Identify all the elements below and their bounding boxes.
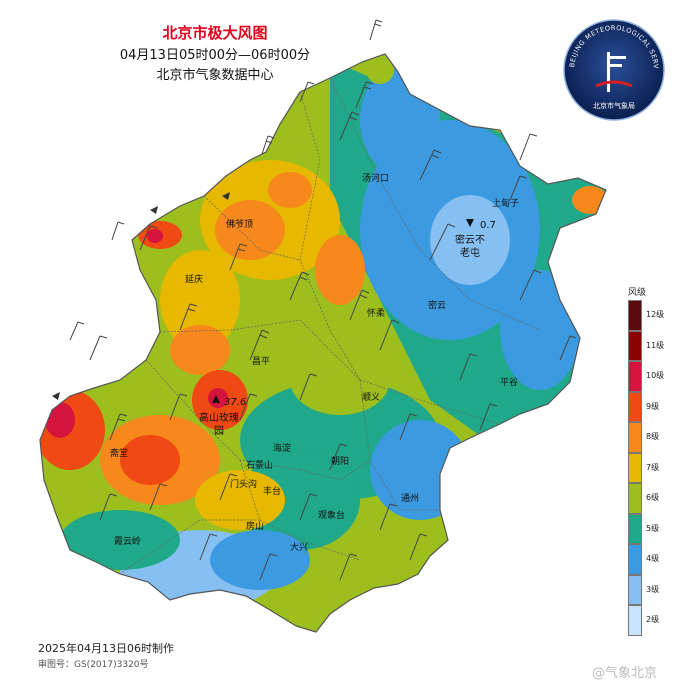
legend-label: 5级 xyxy=(646,523,660,533)
map-title: 北京市极大风图 xyxy=(162,24,268,42)
place-tanghekou: 汤河口 xyxy=(362,174,390,184)
legend-swatch xyxy=(628,361,642,392)
place-tongzhou: 通州 xyxy=(401,494,420,504)
place-changping: 昌平 xyxy=(252,357,271,367)
place-shijingshan: 石景山 xyxy=(246,461,274,471)
legend-swatch xyxy=(628,300,642,331)
legend-swatch xyxy=(628,391,642,422)
place-shangdianzi: 上甸子 xyxy=(492,199,520,209)
logo-emblem xyxy=(595,52,633,92)
legend-label: 11级 xyxy=(646,340,665,350)
place-guanxiangtai: 观象台 xyxy=(318,511,346,521)
wind-barbs xyxy=(69,19,577,581)
legend-swatch xyxy=(628,513,642,544)
time-range: 04月13日05时00分—06时00分 xyxy=(119,48,311,63)
legend-title: 风级 xyxy=(628,288,647,298)
legend-label: 12级 xyxy=(646,310,665,320)
legend-label: 9级 xyxy=(646,401,660,411)
place-shunyi: 顺义 xyxy=(362,393,381,403)
min-station-marker xyxy=(466,219,474,227)
legend-label: 6级 xyxy=(646,493,660,503)
legend-swatch xyxy=(628,574,642,605)
place-zhaitang: 斋堂 xyxy=(110,449,129,459)
bms-logo: BEIJING METEOROLOGICAL SERVICE 北京市气象局 xyxy=(560,16,665,121)
max-station-marker xyxy=(212,395,220,403)
legend-swatch xyxy=(628,422,642,453)
beijing-boundary xyxy=(39,53,607,633)
made-time: 2025年04月13日06时制作 xyxy=(38,642,174,655)
logo-cn-text: 北京市气象局 xyxy=(593,101,635,110)
legend-swatch xyxy=(628,330,642,361)
legend-label: 8级 xyxy=(646,432,660,442)
min-station-value: 0.7 xyxy=(480,220,496,231)
place-chaoyang: 朝阳 xyxy=(331,457,350,467)
min-station-name: 密云不老屯 xyxy=(455,235,485,259)
place-mentougou: 门头沟 xyxy=(230,480,258,490)
legend-swatch xyxy=(628,544,642,575)
legend-label: 10级 xyxy=(646,371,665,381)
legend-label: 7级 xyxy=(646,462,660,472)
place-daxing: 大兴 xyxy=(290,543,309,553)
place-xiayunling: 霞云岭 xyxy=(114,537,142,547)
legend-label: 4级 xyxy=(646,554,660,564)
max-station-value: 37.6 xyxy=(224,397,247,408)
district-boundaries xyxy=(119,77,541,575)
place-fengtai: 丰台 xyxy=(263,487,282,497)
wind-flags xyxy=(52,192,230,400)
legend-swatch xyxy=(628,483,642,514)
legend-swatch xyxy=(628,452,642,483)
legend-swatch xyxy=(628,605,642,636)
legend-label: 3级 xyxy=(646,584,660,594)
watermark: @气象北京 xyxy=(592,666,658,681)
legend-label: 2级 xyxy=(646,615,660,625)
place-haidian: 海淀 xyxy=(273,444,292,454)
review-number: 审图号：GS(2017)3320号 xyxy=(38,660,149,670)
place-huairou: 怀柔 xyxy=(367,309,386,319)
place-fuyeding: 佛爷顶 xyxy=(226,220,254,230)
place-fangshan: 房山 xyxy=(246,522,265,532)
place-pinggu: 平谷 xyxy=(500,378,519,388)
place-miyun: 密云 xyxy=(428,301,447,311)
max-station-name: 高山玫瑰园 xyxy=(199,413,239,437)
data-source: 北京市气象数据中心 xyxy=(156,68,274,83)
place-yanqing: 延庆 xyxy=(185,275,204,285)
